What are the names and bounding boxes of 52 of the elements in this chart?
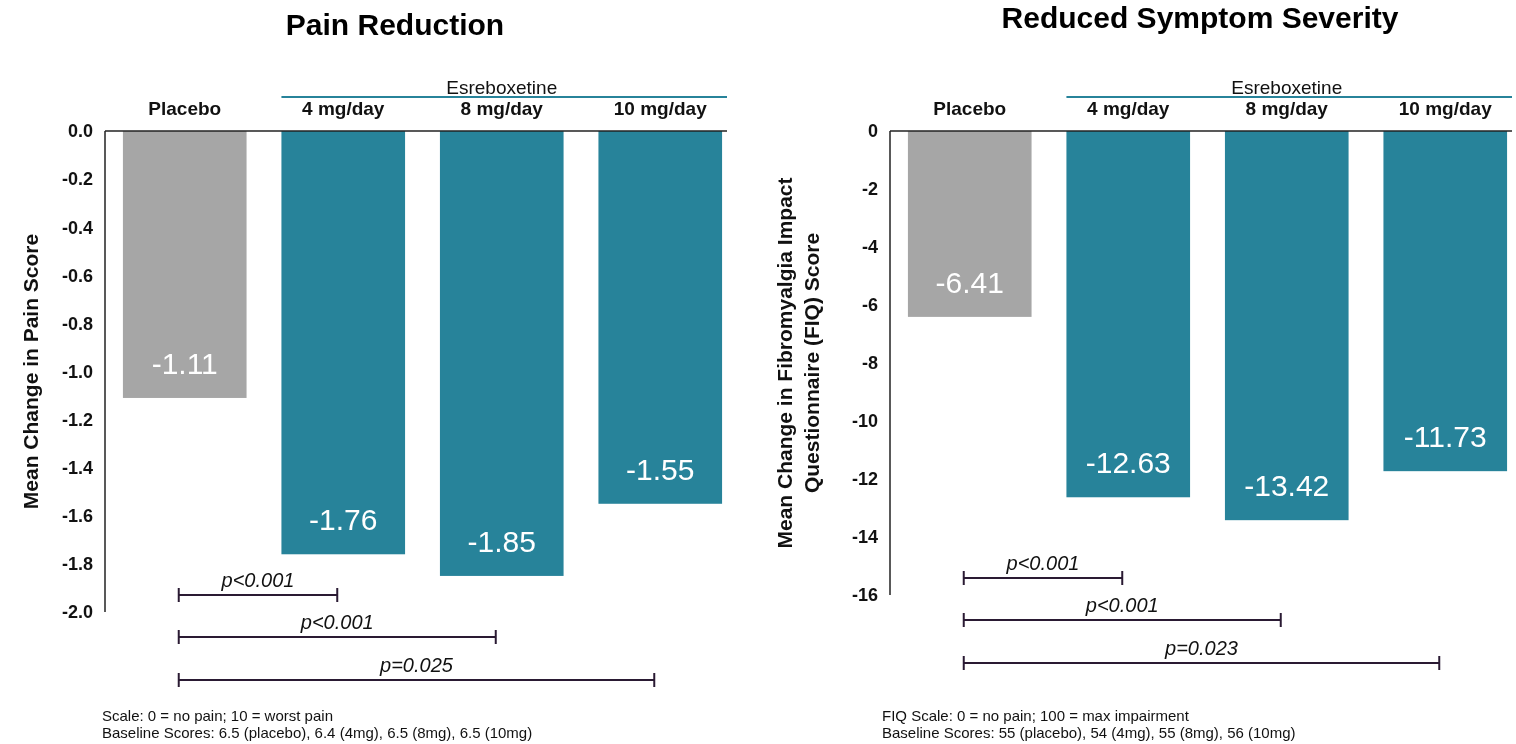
data-label: -13.42 (1244, 469, 1330, 503)
y-tick-label: -10 (851, 411, 878, 432)
x-tick-label: Placebo (933, 98, 1007, 119)
text: p=0.025 (379, 654, 454, 676)
y-axis-title: Mean Change in Fibromyalgia Impact Questionnaire (FIQ) Score (773, 177, 823, 549)
annotation: p<0.001 (1005, 552, 1080, 574)
y-tick-label: -1.2 (61, 409, 93, 430)
y-tick-label: -12 (851, 469, 878, 490)
y-tick-label: -2 (861, 179, 878, 200)
text: Baseline Scores: 55 (placebo), 54 (4mg), 55 (8mg), 56 (10mg) (882, 724, 1296, 741)
y-tick-label: -1.8 (61, 554, 93, 575)
chart-title: Pain Reduction (285, 8, 505, 41)
annotation: p<0.001 (1084, 594, 1159, 616)
y-tick-label: -0.2 (61, 169, 93, 190)
y-tick-label: -1.0 (61, 361, 93, 382)
annotation: p<0.001 (220, 569, 295, 591)
y-tick-label: -8 (861, 353, 878, 374)
y-tick-label: 0.0 (67, 121, 93, 142)
y-tick-label: -0.4 (61, 217, 93, 238)
y-tick-label: -0.8 (61, 313, 93, 334)
annotation: p<0.001 (299, 611, 374, 633)
x-tick-label: 4 mg/day (1087, 98, 1170, 119)
text: FIQ Scale: 0 = no pain; 100 = max impairment (882, 707, 1190, 724)
data-label: -6.41 (935, 265, 1004, 299)
y-tick-label: -0.6 (61, 265, 93, 286)
x-tick-label: 10 mg/day (613, 98, 708, 119)
text: p=0.023 (1164, 637, 1238, 659)
y-tick-label: -2.0 (61, 602, 93, 623)
x-tick-label: 4 mg/day (302, 98, 385, 119)
text: Esreboxetine (1231, 77, 1343, 98)
y-axis-title: Mean Change in Pain Score (19, 233, 42, 510)
text: Baseline Scores: 6.5 (placebo), 6.4 (4mg), 6.5 (8mg), 6.5 (10mg) (102, 724, 533, 741)
data-label: -1.76 (309, 503, 378, 537)
y-tick-label: -14 (851, 527, 878, 548)
data-label: -1.55 (626, 452, 695, 486)
y-tick-label: -4 (861, 237, 878, 258)
y-tick-label: -1.6 (61, 506, 93, 527)
text: Esreboxetine (446, 77, 558, 98)
y-tick-label: -1.4 (61, 458, 93, 478)
data-label: -1.85 (467, 524, 536, 558)
x-tick-label: Placebo (148, 98, 222, 119)
x-tick-label: 8 mg/day (1245, 98, 1329, 119)
data-label: -1.11 (151, 346, 218, 380)
data-label: -12.63 (1085, 446, 1171, 480)
data-label: -11.73 (1403, 420, 1487, 454)
x-tick-label: 10 mg/day (1398, 98, 1493, 119)
y-tick-label: -16 (851, 585, 878, 606)
x-tick-label: 8 mg/day (460, 98, 544, 119)
text: Scale: 0 = no pain; 10 = worst pain (102, 707, 333, 724)
y-tick-label: -6 (861, 295, 878, 316)
chart-title: Reduced Symptom Severity (1001, 1, 1399, 34)
y-tick-label: 0 (867, 121, 878, 142)
